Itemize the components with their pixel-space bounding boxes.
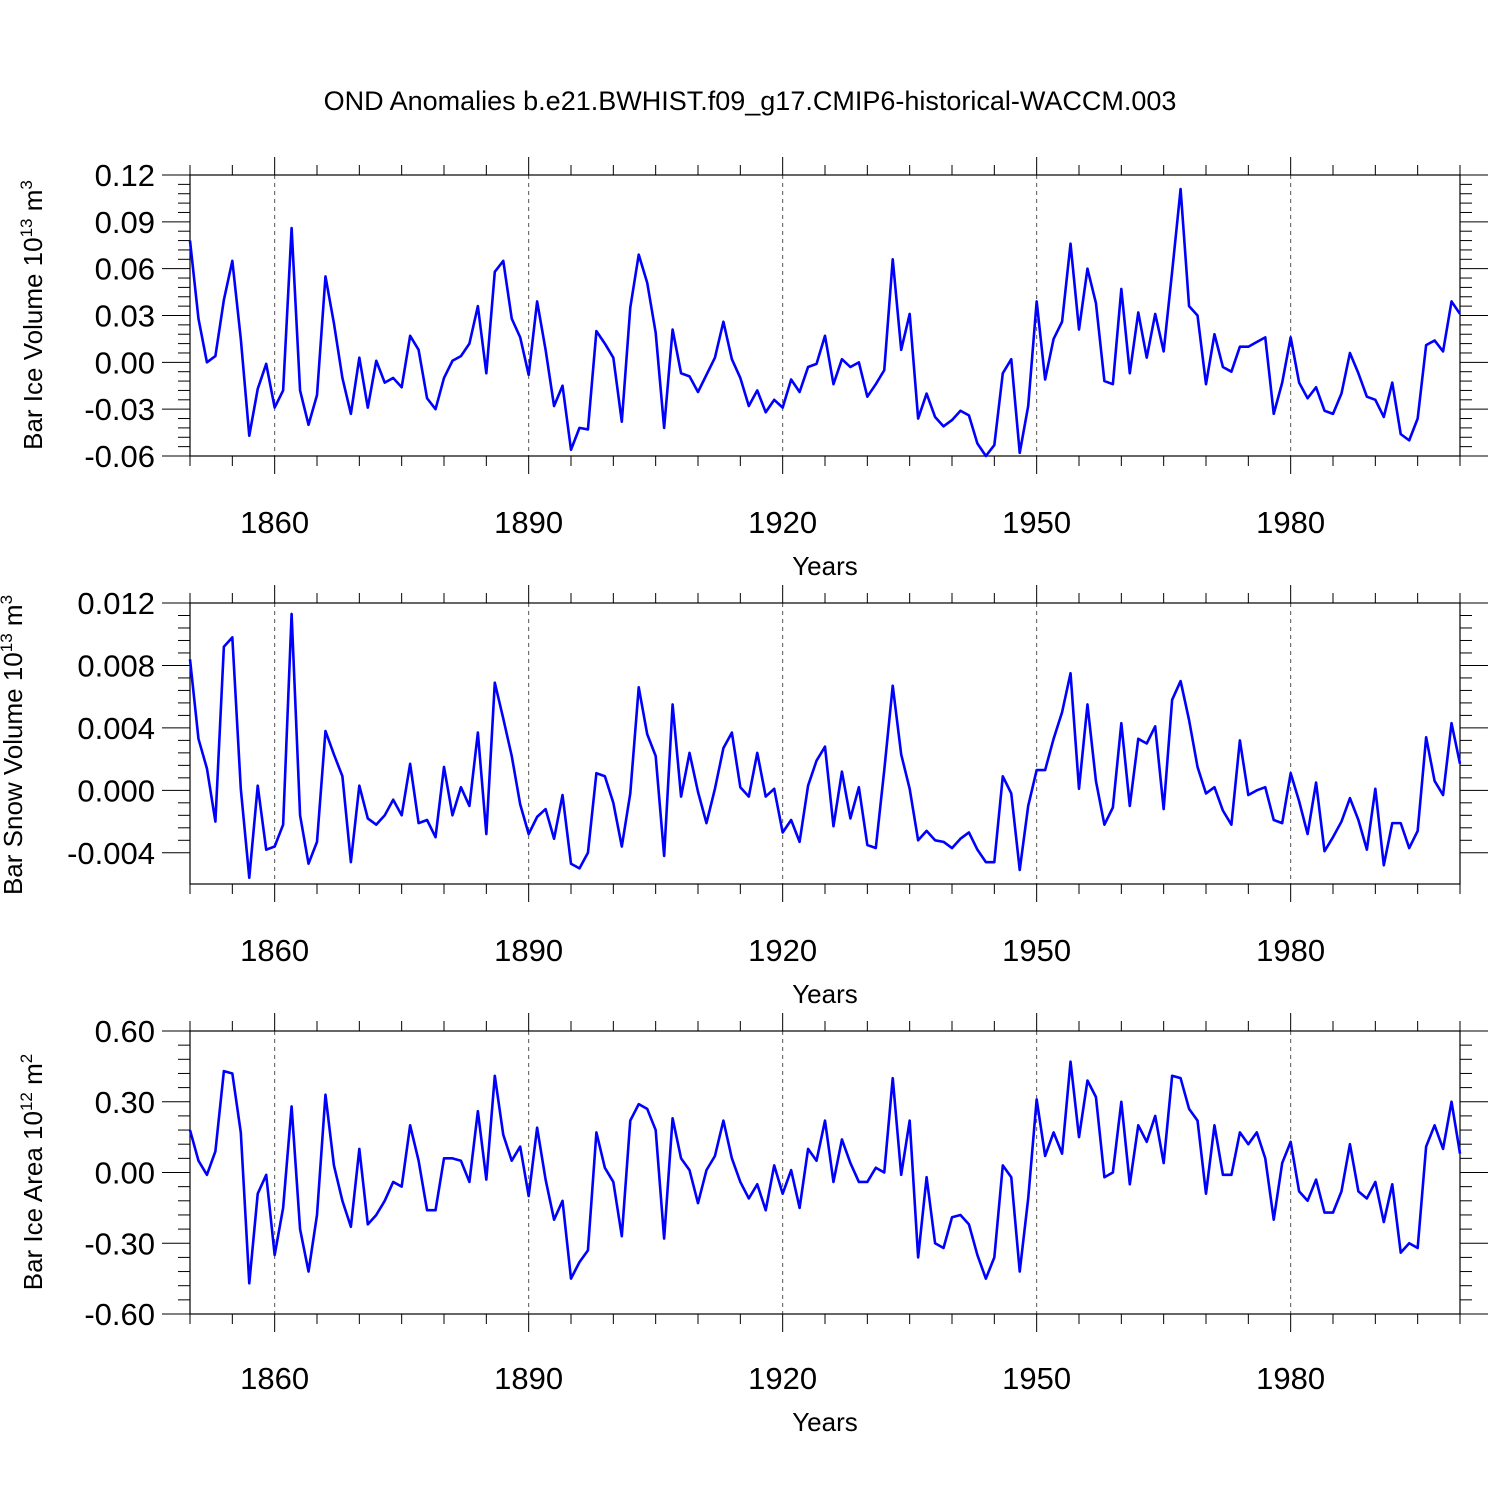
y-tick-label: 0.12 xyxy=(95,158,155,193)
data-series-line xyxy=(188,1060,1462,1285)
plot-frame xyxy=(189,1030,1461,1315)
data-series-line xyxy=(188,187,1462,458)
y-tick-label: 0.000 xyxy=(77,773,155,808)
x-axis-title: Years xyxy=(792,979,858,1009)
y-tick-label: -0.06 xyxy=(84,439,155,474)
y-tick-label: -0.30 xyxy=(84,1226,155,1261)
y-tick-label: 0.09 xyxy=(95,205,155,240)
x-tick-label: 1920 xyxy=(748,1361,817,1396)
y-tick-label: 0.00 xyxy=(95,1156,155,1191)
y-axis-title: Bar Ice Volume 1013 m3 xyxy=(17,180,48,450)
x-axis-title: Years xyxy=(792,551,858,581)
chart-panel-3: -0.60 -0.30 0.00 0.30 0.60 1860 1890 1920 1950 19… xyxy=(17,1013,1488,1437)
y-tick-label: 0.06 xyxy=(95,252,155,287)
x-tick-label: 1980 xyxy=(1256,933,1325,968)
x-tick-label: 1950 xyxy=(1002,933,1071,968)
y-tick-label: -0.60 xyxy=(84,1297,155,1332)
y-tick-label: -0.03 xyxy=(84,392,155,427)
chart-panel-1: -0.06 -0.03 0.00 0.03 0.06 0.09 0.12 1860 1890 19… xyxy=(17,157,1488,581)
y-tick-label: 0.60 xyxy=(95,1014,155,1049)
y-tick-label: 0.30 xyxy=(95,1085,155,1120)
y-axis-title: Bar Ice Area 1012 m2 xyxy=(17,1054,48,1291)
panels: -0.06 -0.03 0.00 0.03 0.06 0.09 0.12 1860 1890 19… xyxy=(0,157,1488,1437)
x-tick-label: 1860 xyxy=(240,505,309,540)
y-tick-label: -0.004 xyxy=(67,836,155,871)
figure-title: OND Anomalies b.e21.BWHIST.f09_g17.CMIP6… xyxy=(324,86,1177,116)
y-tick-label: 0.00 xyxy=(95,345,155,380)
plot-frame xyxy=(189,174,1461,457)
y-tick-label: 0.012 xyxy=(77,586,155,621)
x-tick-label: 1920 xyxy=(748,505,817,540)
y-axis-title: Bar Snow Volume 1013 m3 xyxy=(0,595,28,895)
x-tick-label: 1980 xyxy=(1256,1361,1325,1396)
x-tick-label: 1950 xyxy=(1002,505,1071,540)
x-tick-label: 1860 xyxy=(240,933,309,968)
x-tick-label: 1890 xyxy=(494,933,563,968)
x-tick-label: 1950 xyxy=(1002,1361,1071,1396)
x-tick-label: 1860 xyxy=(240,1361,309,1396)
x-tick-label: 1890 xyxy=(494,1361,563,1396)
y-tick-label: 0.004 xyxy=(77,711,155,746)
x-axis-title: Years xyxy=(792,1407,858,1437)
x-tick-label: 1980 xyxy=(1256,505,1325,540)
y-tick-label: 0.008 xyxy=(77,648,155,683)
x-tick-label: 1920 xyxy=(748,933,817,968)
data-series-line xyxy=(188,612,1462,880)
x-tick-label: 1890 xyxy=(494,505,563,540)
y-tick-label: 0.03 xyxy=(95,299,155,334)
chart-panel-2: -0.004 0.000 0.004 0.008 0.012 1860 1890 1920 19… xyxy=(0,585,1488,1009)
plot-frame xyxy=(189,602,1461,885)
